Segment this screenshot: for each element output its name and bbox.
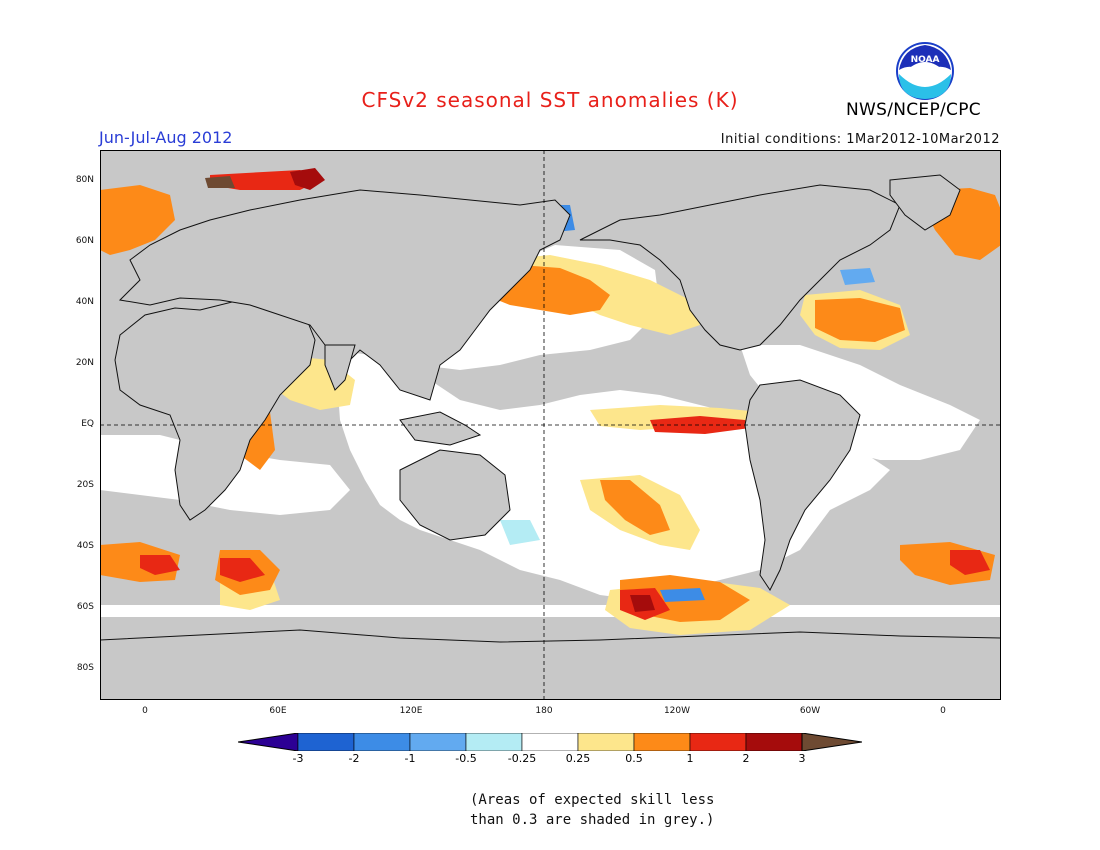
colorbar-cell <box>353 733 411 751</box>
lat-label: 80S <box>76 663 94 673</box>
red-south-atlantic-east <box>950 550 990 575</box>
south-america <box>744 379 861 591</box>
colorbar-cell <box>745 733 803 751</box>
footnote-line-2: than 0.3 are shaded in grey.) <box>470 812 715 828</box>
north-america <box>579 184 901 351</box>
blue-gulf-stream <box>840 268 875 285</box>
lon-label: 120E <box>399 706 423 716</box>
lightblue-tasman <box>500 520 540 545</box>
colorbar-cell <box>465 733 523 751</box>
colorbar <box>238 733 862 751</box>
darkred-southern-pacific <box>630 595 655 612</box>
colorbar-tick-label: 1 <box>686 752 694 765</box>
red-nino-anomaly <box>650 416 750 434</box>
darkred-kara <box>290 168 325 190</box>
lon-label: 120W <box>663 706 691 716</box>
forecast-period: Jun-Jul-Aug 2012 <box>99 128 233 147</box>
orange-south-pacific <box>600 480 670 535</box>
noaa-logo-icon: NOAA <box>896 42 954 100</box>
noaa-logo-text: NOAA <box>911 55 940 65</box>
footnote-line-1: (Areas of expected skill less <box>470 792 715 808</box>
chart-title: CFSv2 seasonal SST anomalies (K) <box>361 88 739 112</box>
lat-label: 80N <box>75 175 94 185</box>
orange-north-atlantic <box>815 298 905 342</box>
lat-label: 20N <box>75 358 94 368</box>
colorbar-tick-label: 0.5 <box>625 752 643 765</box>
red-south-atlantic <box>140 555 180 575</box>
white-region-tropical-pacific <box>335 350 890 600</box>
colorbar-cell <box>633 733 691 751</box>
colorbar-cell <box>521 733 579 751</box>
blue-southern-pacific <box>660 588 705 602</box>
white-region-atlantic <box>740 345 980 460</box>
continents <box>100 174 1001 700</box>
initial-conditions: Initial conditions: 1Mar2012-10Mar2012 <box>720 132 1000 147</box>
colorbar-tick-label: -2 <box>348 752 360 765</box>
colorbar-tick-label: -3 <box>292 752 304 765</box>
colorbar-tick-label: 2 <box>742 752 750 765</box>
colorbar-min-arrow <box>238 733 299 751</box>
lat-label: 20S <box>76 480 94 490</box>
brown-arctic <box>205 176 235 188</box>
india <box>324 344 356 391</box>
lon-label: 60E <box>269 706 287 716</box>
lon-label: 180 <box>535 706 553 716</box>
lon-label: 60W <box>799 706 821 716</box>
australia <box>399 449 511 541</box>
orange-nordic-seas <box>100 185 175 255</box>
red-south-indian <box>220 558 265 582</box>
colorbar-cell <box>409 733 467 751</box>
lon-label: 0 <box>940 706 946 716</box>
colorbar-cell <box>297 733 355 751</box>
skill-footnote: (Areas of expected skill less than 0.3 a… <box>470 790 730 830</box>
lat-label: 60S <box>76 602 94 612</box>
colorbar-cell <box>689 733 747 751</box>
lat-label: 40N <box>75 297 94 307</box>
colorbar-tick-label: -1 <box>404 752 416 765</box>
colorbar-max-arrow <box>801 733 862 751</box>
lat-label: 60N <box>75 236 94 246</box>
africa <box>114 299 316 521</box>
antarctica <box>100 629 1001 700</box>
eurasia <box>118 189 571 401</box>
colorbar-tick-label: 3 <box>798 752 806 765</box>
indonesia <box>399 411 482 446</box>
lat-label: 40S <box>76 541 94 551</box>
organization-label: NWS/NCEP/CPC <box>846 100 981 120</box>
lon-label: 0 <box>142 706 148 716</box>
greenland <box>889 174 961 231</box>
colorbar-cell <box>577 733 635 751</box>
colorbar-tick-label: -0.5 <box>455 752 477 765</box>
lat-label: EQ <box>81 419 94 429</box>
sst-anomaly-map <box>100 150 1001 700</box>
colorbar-tick-label: -0.25 <box>507 752 537 765</box>
colorbar-tick-label: 0.25 <box>565 752 591 765</box>
